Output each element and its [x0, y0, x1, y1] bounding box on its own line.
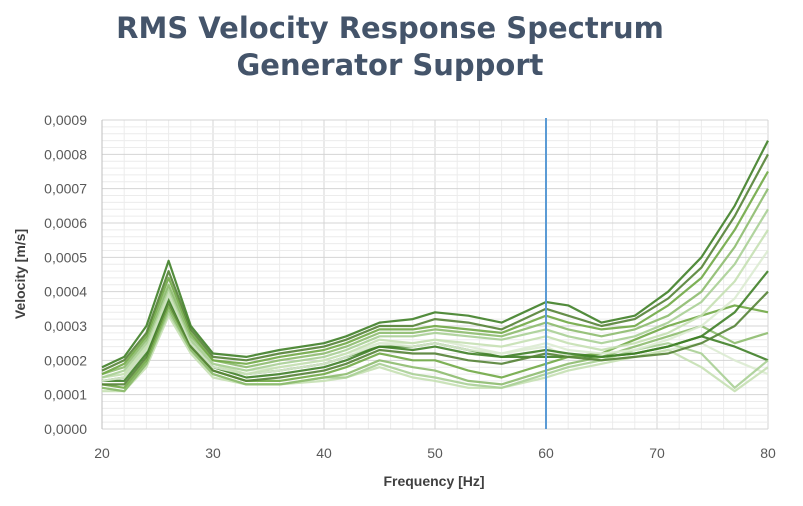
chart-title: RMS Velocity Response Spectrum Generator…: [0, 10, 780, 84]
y-tick-label: 0,0004: [44, 284, 87, 300]
series-lines: [101, 140, 769, 393]
grid-lines: [101, 119, 769, 430]
y-tick-label: 0,0005: [44, 249, 87, 265]
x-tick-label: 50: [427, 445, 443, 461]
y-tick-label: 0,0008: [44, 146, 87, 162]
y-tick-labels: 0,0000 0,0001 0,0002 0,0003 0,0004 0,0005 0,00…: [44, 112, 87, 437]
series-line-7: [101, 249, 769, 382]
chart-subtitle: Generator Support: [236, 48, 544, 82]
y-tick-label: 0,0003: [44, 318, 87, 334]
y-axis-label: Velocity [m/s]: [12, 229, 28, 319]
y-tick-label: 0,0009: [44, 112, 87, 128]
y-tick-label: 0,0007: [44, 181, 87, 197]
x-tick-label: 30: [205, 445, 221, 461]
y-tick-label: 0,0000: [44, 421, 87, 437]
x-tick-label: 80: [760, 445, 776, 461]
y-tick-label: 0,0006: [44, 215, 87, 231]
series-line-3: [101, 170, 769, 376]
series-line-11: [101, 307, 769, 393]
series-line-9: [102, 290, 769, 386]
x-tick-labels: 20 30 40 50 60 70 80: [94, 445, 776, 461]
y-tick-label: 0,0002: [44, 352, 87, 368]
x-axis-label: Frequency [Hz]: [383, 473, 484, 489]
series-line-2: [101, 153, 769, 372]
chart-title-line1: RMS Velocity Response Spectrum: [116, 11, 664, 45]
x-tick-label: 70: [649, 445, 665, 461]
series-line-5: [101, 208, 769, 379]
x-tick-label: 60: [538, 445, 554, 461]
series-line-4: [101, 188, 769, 376]
x-tick-label: 40: [316, 445, 332, 461]
y-tick-label: 0,0001: [44, 387, 87, 403]
series-line-13: [102, 314, 769, 393]
x-tick-label: 20: [94, 445, 110, 461]
series-line-1: [101, 140, 769, 369]
